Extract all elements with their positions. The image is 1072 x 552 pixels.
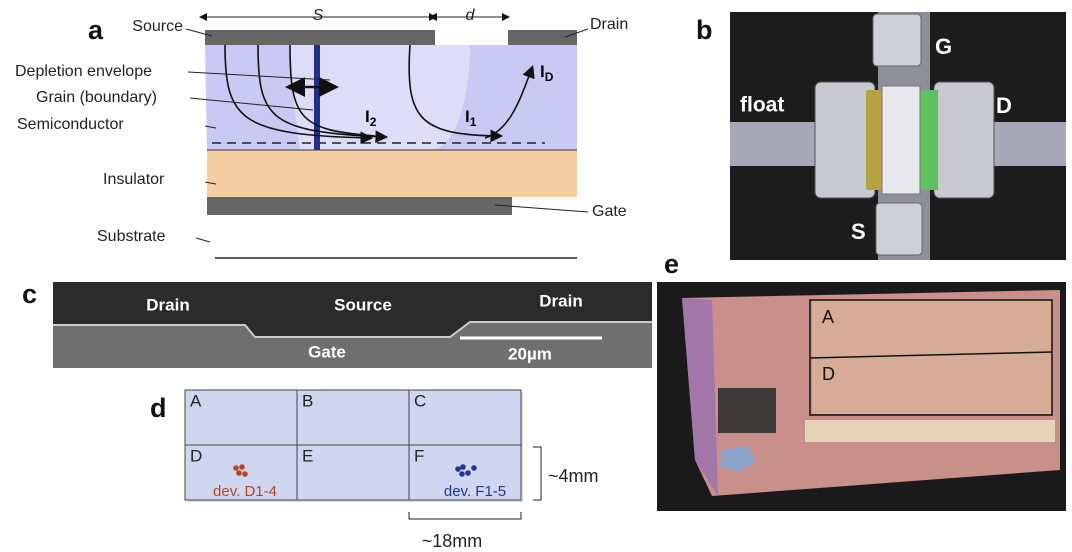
cell-label: B [302,391,313,410]
subscript: D [545,70,554,84]
width-bracket [409,512,521,519]
film [866,90,882,190]
device-dot [455,466,461,472]
label-drain: Drain [590,16,628,33]
cell-label: D [190,446,202,465]
drain-electrode [508,30,577,45]
height-bracket [533,447,541,500]
film [920,90,938,190]
label-grain: Grain (boundary) [36,89,157,106]
pointer [196,238,210,242]
panel-e: e A D [657,249,1066,511]
device-dot [471,465,477,471]
panel-a: a S d Source Drain Depletion envelope Gr… [15,7,628,258]
label-source: Source [334,295,392,314]
label-insulator: Insulator [103,171,165,188]
test-device [718,388,776,433]
width-label: ~18mm [422,531,483,551]
panel-label: b [696,15,713,45]
device-dot [465,470,471,476]
gate-electrode [207,197,512,215]
device-dot [233,465,239,471]
cell-label: C [414,391,426,410]
source-electrode [205,30,435,45]
panel-label: c [22,279,37,309]
insulator-layer [207,150,577,197]
label-d: d [466,7,476,24]
gate-finger [882,86,920,194]
grain-boundary [314,45,320,150]
label-depletion: Depletion envelope [15,63,152,80]
label-d: D [996,93,1012,118]
label-gate: Gate [592,203,627,220]
device-dot [459,471,465,477]
label-semiconductor: Semiconductor [17,116,124,133]
cell-label: F [414,446,424,465]
label-s: S [313,7,324,24]
panel-d: d A B C D E F dev. D1-4 dev. F1-5 ~4mm ~18mm [150,390,599,551]
device-dot [460,464,466,470]
device-dot [242,471,248,477]
figure: a S d Source Drain Depletion envelope Gr… [0,0,1072,552]
label-substrate: Substrate [97,228,166,245]
device-label: dev. F1-5 [444,483,506,500]
label-s: S [851,219,866,244]
subscript: 2 [370,115,377,129]
panel-label: d [150,393,167,423]
pad [873,14,921,66]
panel-label: a [88,15,104,45]
device-dot [236,470,242,476]
cell-label: A [190,391,202,410]
region-label: D [822,364,835,384]
cell-label: E [302,446,313,465]
pad [876,203,922,255]
subscript: 1 [470,115,477,129]
panel-c: c Drain Source Drain Gate 20µm [22,279,652,368]
label-float: float [740,94,784,117]
panel-label: e [664,249,679,279]
device-strip [805,420,1055,442]
panel-b: b float G D S [696,12,1066,260]
label-drain: Drain [539,291,582,310]
region-label: A [822,307,834,327]
scale-label: 20µm [508,344,552,363]
label-g: G [935,34,952,59]
height-label: ~4mm [548,466,599,486]
device-label: dev. D1-4 [213,483,277,500]
label-gate: Gate [308,342,346,361]
device-dot [239,464,245,470]
pad [934,82,994,198]
label-source: Source [132,18,183,35]
label-drain: Drain [146,295,189,314]
